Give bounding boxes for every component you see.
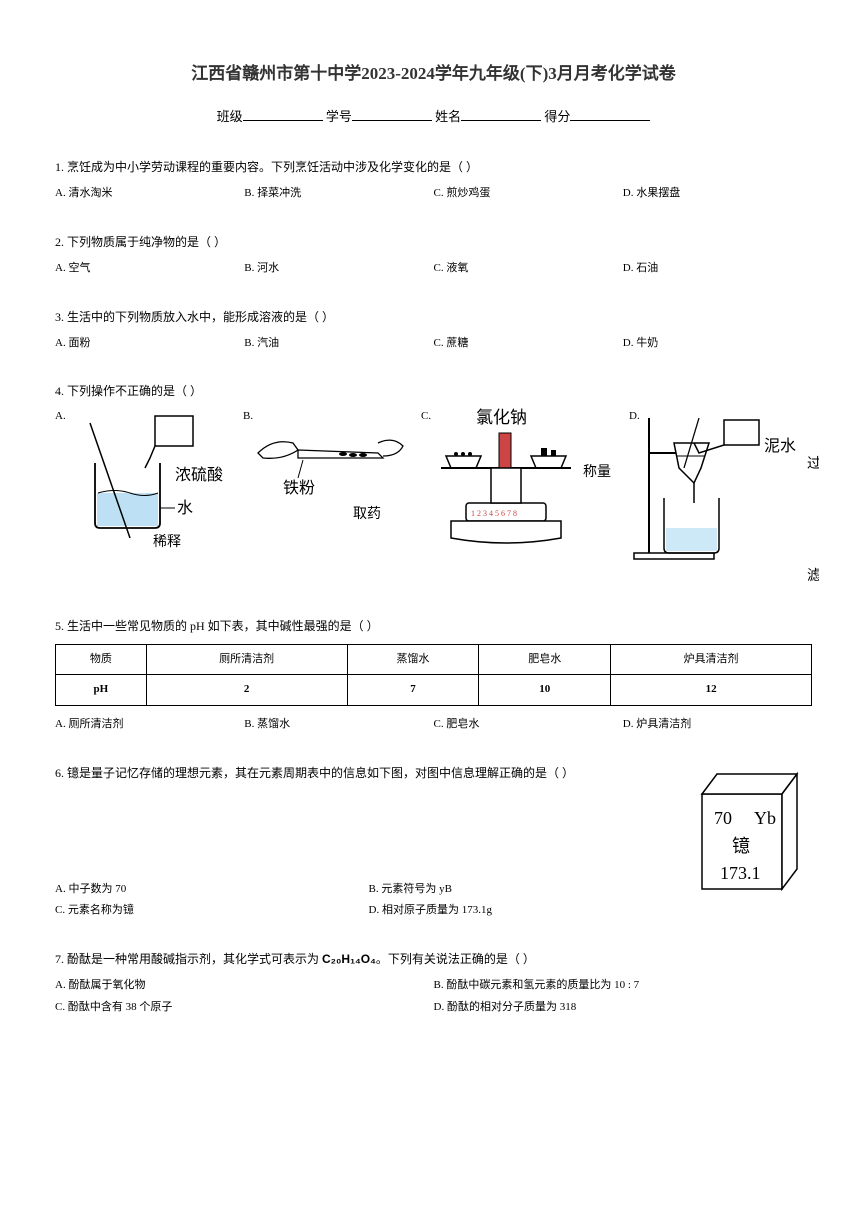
class-blank[interactable] [243, 120, 323, 121]
q2-option-a[interactable]: A. 空气 [55, 258, 244, 280]
q4-a-label: A. [55, 408, 66, 426]
q4-b-label: B. [243, 408, 253, 426]
q4-d-cap2: 过 [807, 456, 819, 472]
class-label: 班级 [217, 109, 243, 124]
question-6: 6. 镱是量子记忆存储的理想元素，其在元素周期表中的信息如下图，对图中信息理解正… [55, 764, 812, 922]
q5-th-2: 蒸馏水 [347, 644, 479, 675]
q1-option-c[interactable]: C. 煎炒鸡蛋 [434, 183, 623, 205]
q6-element-box: 70 Yb 镱 173.1 [682, 764, 812, 910]
q5-th-3: 肥皂水 [479, 644, 611, 675]
q2-option-d[interactable]: D. 石油 [623, 258, 812, 280]
sid-blank[interactable] [352, 120, 432, 121]
q5-th-1: 厕所清洁剂 [146, 644, 347, 675]
q5-r4: 12 [611, 675, 812, 706]
q1-option-d[interactable]: D. 水果摆盘 [623, 183, 812, 205]
q4-option-c[interactable]: C. 氯化钠 1 2 3 4 5 6 7 8 称量 氯化钠 称量 [421, 408, 621, 559]
q5-r0: pH [56, 675, 147, 706]
q5-r1: 2 [146, 675, 347, 706]
q1-option-a[interactable]: A. 清水淘米 [55, 183, 244, 205]
question-5: 5. 生活中一些常见物质的 pH 如下表，其中碱性最强的是（ ） 物质 厕所清洁… [55, 617, 812, 736]
q3-option-b[interactable]: B. 汽油 [244, 333, 433, 355]
q5-option-a[interactable]: A. 厕所清洁剂 [55, 714, 244, 736]
q4-option-a[interactable]: A. 浓硫酸 水 稀释 浓硫酸 水 稀释 [55, 408, 235, 559]
q5-option-c[interactable]: C. 肥皂水 [434, 714, 623, 736]
q2-option-c[interactable]: C. 液氧 [434, 258, 623, 280]
q5-option-b[interactable]: B. 蒸馏水 [244, 714, 433, 736]
sid-label: 学号 [326, 109, 352, 124]
question-2: 2. 下列物质属于纯净物的是（ ） A. 空气 B. 河水 C. 液氧 D. 石… [55, 233, 812, 280]
question-1: 1. 烹饪成为中小学劳动课程的重要内容。下列烹饪活动中涉及化学变化的是（ ） A… [55, 158, 812, 205]
q4-d-cap3: 滤 [807, 568, 819, 583]
q5-r2: 7 [347, 675, 479, 706]
score-label: 得分 [544, 109, 570, 124]
q1-option-b[interactable]: B. 择菜冲洗 [244, 183, 433, 205]
q6-option-b[interactable]: B. 元素符号为 yB [369, 879, 683, 901]
svg-text:70: 70 [714, 808, 732, 828]
q3-option-c[interactable]: C. 蔗糖 [434, 333, 623, 355]
q4-c-cap2: 称量 [583, 464, 611, 480]
q4-a-cap1: 浓硫酸 [175, 466, 223, 484]
q6-option-d[interactable]: D. 相对原子质量为 173.1g [369, 900, 683, 922]
q5-th-4: 炉具清洁剂 [611, 644, 812, 675]
q7-formula: C₂₀H₁₄O₄ [322, 952, 376, 966]
q4-b-cap1: 铁粉 [283, 479, 315, 497]
question-7: 7. 酚酞是一种常用酸碱指示剂，其化学式可表示为 C₂₀H₁₄O₄。下列有关说法… [55, 950, 812, 1018]
q5-th-0: 物质 [56, 644, 147, 675]
q1-stem: 1. 烹饪成为中小学劳动课程的重要内容。下列烹饪活动中涉及化学变化的是（ ） [55, 158, 812, 177]
name-blank[interactable] [461, 120, 541, 121]
q3-option-a[interactable]: A. 面粉 [55, 333, 244, 355]
q7-option-a[interactable]: A. 酚酞属于氧化物 [55, 975, 434, 997]
q4-d-cap1: 泥水 [764, 437, 796, 455]
info-line: 班级 学号 姓名 得分 [55, 107, 812, 128]
q5-stem: 5. 生活中一些常见物质的 pH 如下表，其中碱性最强的是（ ） [55, 617, 812, 636]
q7-stem: 7. 酚酞是一种常用酸碱指示剂，其化学式可表示为 C₂₀H₁₄O₄。下列有关说法… [55, 950, 812, 969]
question-3: 3. 生活中的下列物质放入水中，能形成溶液的是（ ） A. 面粉 B. 汽油 C… [55, 308, 812, 355]
q2-option-b[interactable]: B. 河水 [244, 258, 433, 280]
svg-text:1 2 3 4 5 6 7 8: 1 2 3 4 5 6 7 8 [471, 509, 517, 518]
q4-b-cap2: 取药 [353, 506, 381, 522]
q7-option-c[interactable]: C. 酚酞中含有 38 个原子 [55, 997, 434, 1019]
q6-option-a[interactable]: A. 中子数为 70 [55, 879, 369, 901]
svg-text:Yb: Yb [754, 808, 776, 828]
name-label: 姓名 [435, 109, 461, 124]
svg-text:镱: 镱 [732, 836, 750, 856]
q4-stem: 4. 下列操作不正确的是（ ） [55, 382, 812, 401]
q2-stem: 2. 下列物质属于纯净物的是（ ） [55, 233, 812, 252]
q4-option-b[interactable]: B. 铁粉 取药 铁粉 取药 [243, 408, 413, 559]
q3-stem: 3. 生活中的下列物质放入水中，能形成溶液的是（ ） [55, 308, 812, 327]
q5-option-d[interactable]: D. 炉具清洁剂 [623, 714, 812, 736]
q4-a-cap2: 水 [177, 499, 193, 517]
q4-a-cap3: 稀释 [153, 534, 181, 550]
q4-c-label: C. [421, 408, 431, 426]
question-4: 4. 下列操作不正确的是（ ） A. 浓硫酸 水 稀释 浓硫酸 水 稀释 B. [55, 382, 812, 588]
q4-c-cap1: 氯化钠 [476, 408, 527, 427]
q5-table: 物质 厕所清洁剂 蒸馏水 肥皂水 炉具清洁剂 pH 2 7 10 12 [55, 644, 812, 706]
q7-option-b[interactable]: B. 酚酞中碳元素和氢元素的质量比为 10 : 7 [434, 975, 813, 997]
q7-option-d[interactable]: D. 酚酞的相对分子质量为 318 [434, 997, 813, 1019]
q4-d-label: D. [629, 408, 640, 426]
q4-option-d[interactable]: D. 泥水 过 滤 泥水 过 滤 [629, 408, 819, 589]
q3-option-d[interactable]: D. 牛奶 [623, 333, 812, 355]
q6-option-c[interactable]: C. 元素名称为镱 [55, 900, 369, 922]
q6-stem: 6. 镱是量子记忆存储的理想元素，其在元素周期表中的信息如下图，对图中信息理解正… [55, 764, 682, 783]
score-blank[interactable] [570, 120, 650, 121]
page-title: 江西省赣州市第十中学2023-2024学年九年级(下)3月月考化学试卷 [55, 60, 812, 87]
svg-text:173.1: 173.1 [720, 863, 761, 883]
q5-r3: 10 [479, 675, 611, 706]
